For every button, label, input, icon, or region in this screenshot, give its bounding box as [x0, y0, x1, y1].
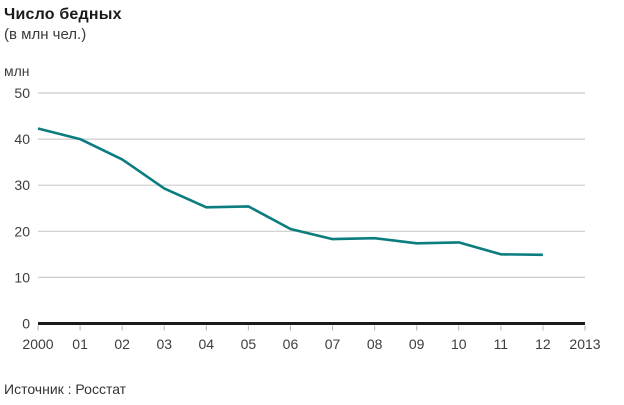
poverty-line-series [37, 127, 543, 257]
y-tick-label-10: 10 [14, 269, 30, 285]
x-tick-label-2000: 2000 [22, 336, 53, 352]
x-tick-label-02: 02 [114, 336, 130, 352]
x-tick-label-11: 11 [494, 336, 509, 352]
x-tick-label-10: 10 [451, 336, 467, 352]
chart-subtitle: (в млн чел.) [4, 26, 87, 43]
x-tick-label-05: 05 [241, 336, 257, 352]
x-tick-label-2013: 2013 [569, 336, 600, 352]
x-tick-label-09: 09 [409, 336, 425, 352]
y-tick-label-40: 40 [14, 131, 30, 147]
y-tick-label-30: 30 [14, 177, 30, 193]
x-tick-label-04: 04 [199, 336, 215, 352]
y-tick-label-0: 0 [22, 316, 30, 332]
x-tick-label-08: 08 [367, 336, 383, 352]
source-note: Источник : Росстат [4, 381, 127, 397]
x-tick-label-06: 06 [283, 336, 299, 352]
x-tick-label-03: 03 [156, 336, 172, 352]
y-axis-unit-label: млн [4, 63, 30, 79]
chart-title: Число бедных [4, 6, 122, 23]
y-tick-label-50: 50 [14, 85, 30, 101]
x-tick-label-01: 01 [72, 336, 88, 352]
y-tick-label-20: 20 [14, 223, 30, 239]
x-tick-label-12: 12 [535, 336, 551, 352]
x-tick-label-07: 07 [325, 336, 341, 352]
